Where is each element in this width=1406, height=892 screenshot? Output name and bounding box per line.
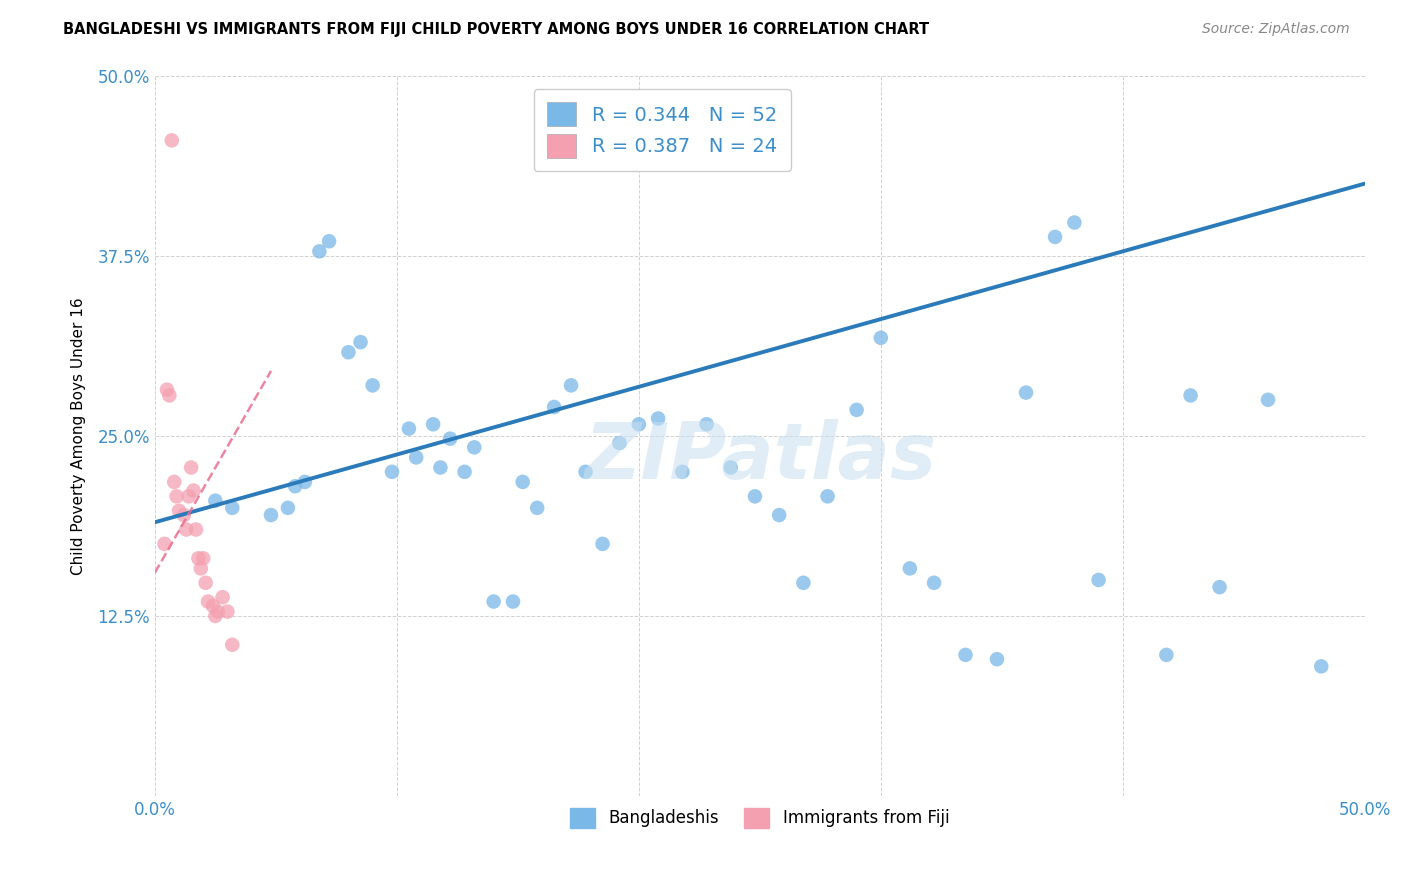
Point xyxy=(318,234,340,248)
Point xyxy=(217,605,239,619)
Point xyxy=(284,479,307,493)
Point xyxy=(422,417,444,432)
Point xyxy=(194,575,217,590)
Point xyxy=(180,460,202,475)
Point xyxy=(922,575,945,590)
Point xyxy=(349,335,371,350)
Text: BANGLADESHI VS IMMIGRANTS FROM FIJI CHILD POVERTY AMONG BOYS UNDER 16 CORRELATIO: BANGLADESHI VS IMMIGRANTS FROM FIJI CHIL… xyxy=(63,22,929,37)
Point xyxy=(160,133,183,147)
Point xyxy=(1043,230,1066,244)
Point xyxy=(647,411,669,425)
Point xyxy=(201,599,224,613)
Point xyxy=(543,400,565,414)
Point xyxy=(817,489,839,503)
Point xyxy=(609,436,631,450)
Point xyxy=(361,378,384,392)
Point xyxy=(157,388,180,402)
Point xyxy=(381,465,404,479)
Text: Source: ZipAtlas.com: Source: ZipAtlas.com xyxy=(1202,22,1350,37)
Point xyxy=(187,551,209,566)
Point xyxy=(204,609,226,624)
Point xyxy=(898,561,921,575)
Point xyxy=(526,500,548,515)
Point xyxy=(176,523,198,537)
Point xyxy=(1180,388,1202,402)
Point xyxy=(167,504,190,518)
Point xyxy=(183,483,205,498)
Point xyxy=(204,493,226,508)
Point xyxy=(308,244,330,259)
Point xyxy=(221,638,243,652)
Point xyxy=(190,561,212,575)
Point xyxy=(166,489,188,503)
Point xyxy=(221,500,243,515)
Point xyxy=(482,594,505,608)
Point xyxy=(869,331,891,345)
Point xyxy=(398,421,420,435)
Point xyxy=(405,450,427,465)
Point xyxy=(955,648,977,662)
Point xyxy=(184,523,207,537)
Point xyxy=(696,417,718,432)
Point xyxy=(1015,385,1038,400)
Point xyxy=(768,508,790,522)
Point xyxy=(177,489,200,503)
Point xyxy=(453,465,475,479)
Point xyxy=(156,383,179,397)
Point xyxy=(153,537,176,551)
Point xyxy=(197,594,219,608)
Point xyxy=(574,465,596,479)
Point xyxy=(986,652,1008,666)
Point xyxy=(1310,659,1333,673)
Point xyxy=(163,475,186,489)
Point xyxy=(294,475,316,489)
Point xyxy=(439,432,461,446)
Point xyxy=(277,500,299,515)
Point xyxy=(671,465,693,479)
Point xyxy=(560,378,582,392)
Point xyxy=(429,460,451,475)
Point xyxy=(1156,648,1178,662)
Point xyxy=(211,591,233,605)
Y-axis label: Child Poverty Among Boys Under 16: Child Poverty Among Boys Under 16 xyxy=(72,297,86,574)
Point xyxy=(512,475,534,489)
Point xyxy=(1257,392,1279,407)
Point xyxy=(792,575,814,590)
Text: ZIPatlas: ZIPatlas xyxy=(583,419,936,495)
Point xyxy=(207,605,229,619)
Point xyxy=(463,440,485,454)
Point xyxy=(502,594,524,608)
Point xyxy=(627,417,650,432)
Point xyxy=(1063,215,1085,229)
Point xyxy=(744,489,766,503)
Point xyxy=(1087,573,1109,587)
Point xyxy=(845,402,868,417)
Point xyxy=(592,537,614,551)
Point xyxy=(1208,580,1230,594)
Point xyxy=(173,508,195,522)
Legend: Bangladeshis, Immigrants from Fiji: Bangladeshis, Immigrants from Fiji xyxy=(564,801,956,835)
Point xyxy=(720,460,742,475)
Point xyxy=(260,508,283,522)
Point xyxy=(337,345,360,359)
Point xyxy=(193,551,215,566)
